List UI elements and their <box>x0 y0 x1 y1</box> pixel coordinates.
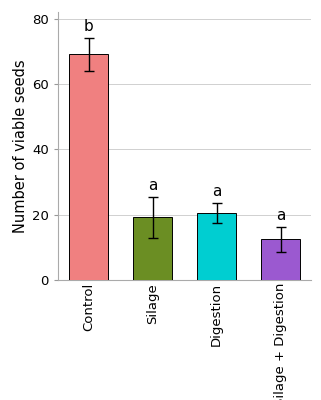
Text: b: b <box>84 19 93 34</box>
Bar <box>197 213 236 280</box>
Text: a: a <box>212 184 221 199</box>
Y-axis label: Number of viable seeds: Number of viable seeds <box>13 59 28 233</box>
Bar <box>69 54 108 280</box>
Text: a: a <box>148 178 157 193</box>
Bar <box>133 217 172 280</box>
Text: a: a <box>276 208 285 223</box>
Bar <box>261 239 300 280</box>
